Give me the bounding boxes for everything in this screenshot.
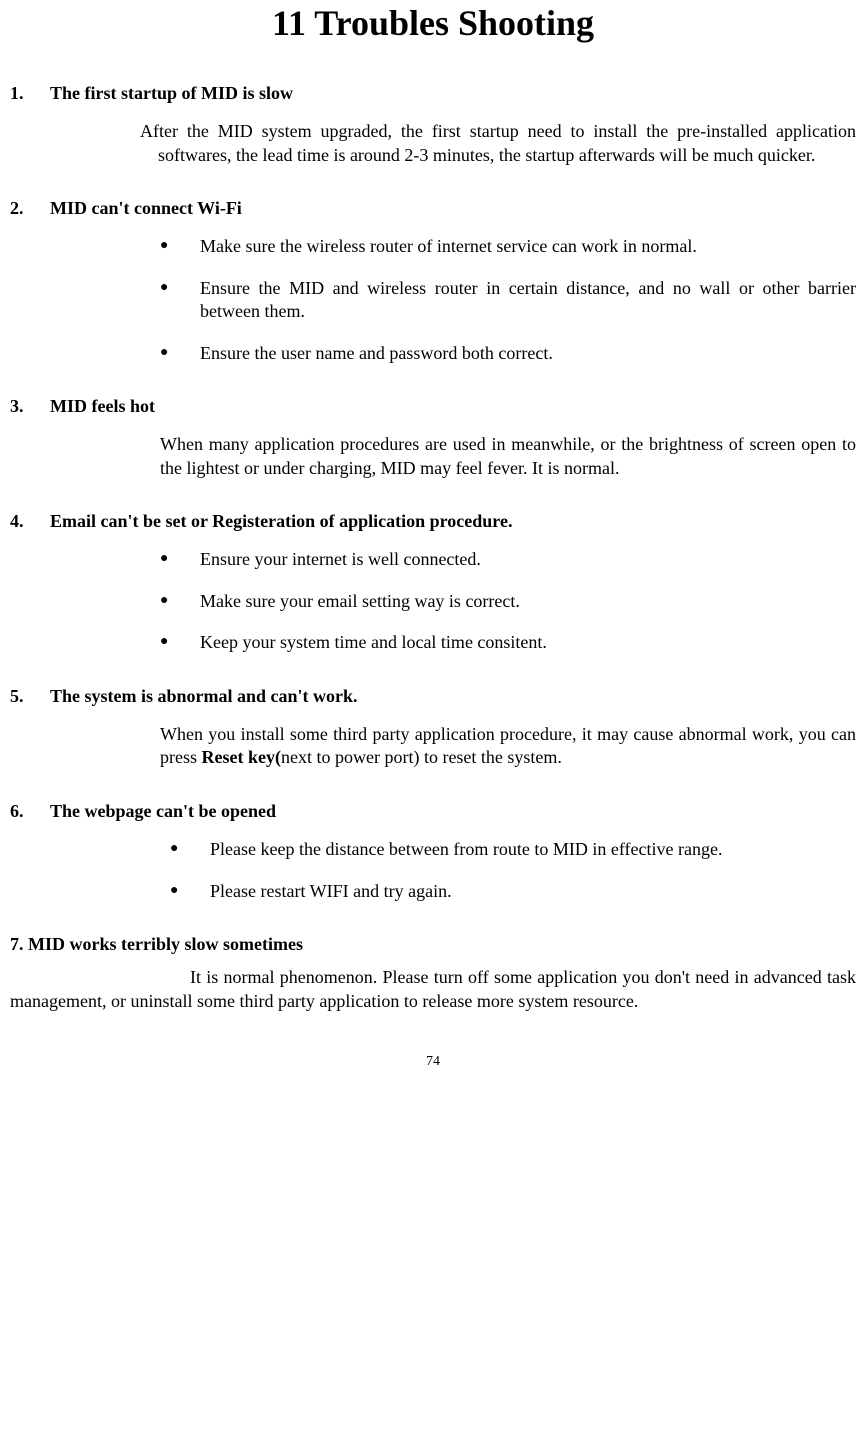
section-4: 4. Email can't be set or Registeration o…	[10, 510, 856, 655]
section-3-heading: 3. MID feels hot	[10, 395, 856, 418]
section-1-title: The first startup of MID is slow	[50, 82, 856, 105]
list-item: Ensure the MID and wireless router in ce…	[160, 277, 856, 324]
section-4-number: 4.	[10, 510, 50, 533]
section-4-heading: 4. Email can't be set or Registeration o…	[10, 510, 856, 533]
section-4-title: Email can't be set or Registeration of a…	[50, 510, 856, 533]
section-6-heading: 6. The webpage can't be opened	[10, 800, 856, 823]
section-5-body-post: next to power port) to reset the system.	[281, 747, 562, 767]
section-6: 6. The webpage can't be opened Please ke…	[10, 800, 856, 903]
list-item: Please restart WIFI and try again.	[170, 880, 856, 903]
page-number: 74	[10, 1053, 856, 1071]
list-item: Please keep the distance between from ro…	[170, 838, 856, 861]
list-item: Ensure the user name and password both c…	[160, 342, 856, 365]
section-3: 3. MID feels hot When many application p…	[10, 395, 856, 480]
list-item: Make sure your email setting way is corr…	[160, 590, 856, 613]
section-2-number: 2.	[10, 197, 50, 220]
section-5-heading: 5. The system is abnormal and can't work…	[10, 685, 856, 708]
section-7-body: It is normal phenomenon. Please turn off…	[10, 966, 856, 1013]
section-6-title: The webpage can't be opened	[50, 800, 856, 823]
section-3-title: MID feels hot	[50, 395, 856, 418]
section-2-heading: 2. MID can't connect Wi-Fi	[10, 197, 856, 220]
section-7: 7. MID works terribly slow sometimes It …	[10, 933, 856, 1013]
list-item: Ensure your internet is well connected.	[160, 548, 856, 571]
section-5-title: The system is abnormal and can't work.	[50, 685, 856, 708]
section-1-body: After the MID system upgraded, the first…	[140, 120, 856, 167]
section-2-title: MID can't connect Wi-Fi	[50, 197, 856, 220]
reset-key-bold: Reset key(	[202, 747, 281, 767]
section-2-bullets: Make sure the wireless router of interne…	[160, 235, 856, 365]
section-5: 5. The system is abnormal and can't work…	[10, 685, 856, 770]
section-1-heading: 1. The first startup of MID is slow	[10, 82, 856, 105]
page-title: 11 Troubles Shooting	[10, 0, 856, 47]
section-1: 1. The first startup of MID is slow Afte…	[10, 82, 856, 167]
section-4-bullets: Ensure your internet is well connected. …	[160, 548, 856, 654]
section-3-body: When many application procedures are use…	[160, 433, 856, 480]
section-6-bullets: Please keep the distance between from ro…	[170, 838, 856, 903]
section-3-number: 3.	[10, 395, 50, 418]
section-1-number: 1.	[10, 82, 50, 105]
section-5-body: When you install some third party applic…	[160, 723, 856, 770]
section-2: 2. MID can't connect Wi-Fi Make sure the…	[10, 197, 856, 365]
list-item: Make sure the wireless router of interne…	[160, 235, 856, 258]
section-5-number: 5.	[10, 685, 50, 708]
section-6-number: 6.	[10, 800, 50, 823]
list-item: Keep your system time and local time con…	[160, 631, 856, 654]
section-7-heading: 7. MID works terribly slow sometimes	[10, 933, 856, 956]
